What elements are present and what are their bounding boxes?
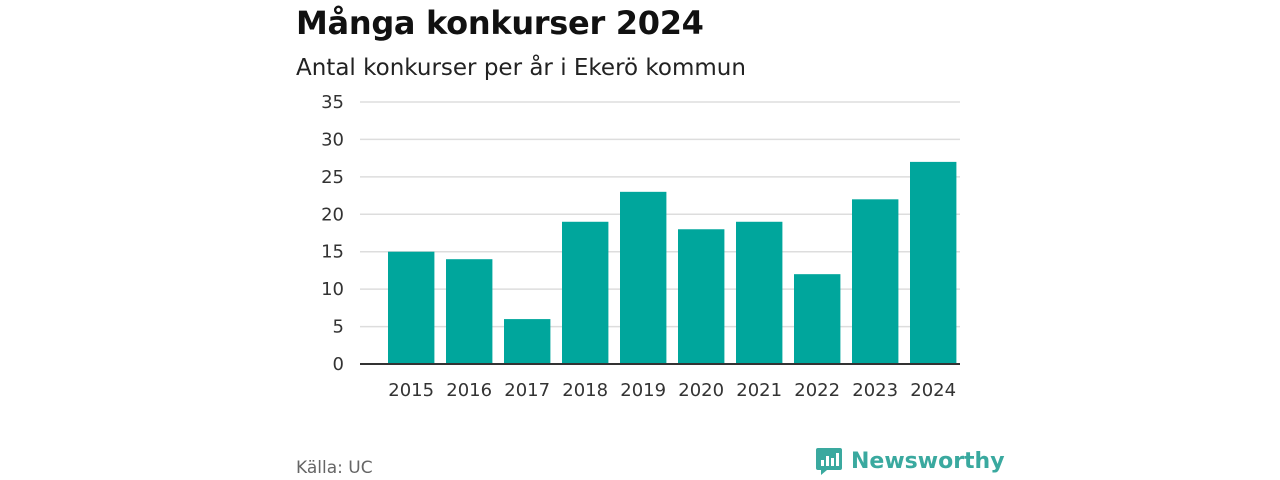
bar-2023 <box>852 199 899 364</box>
x-tick-label: 2016 <box>446 380 492 401</box>
bar-2019 <box>620 191 667 364</box>
y-tick-label: 20 <box>321 204 344 225</box>
y-tick-label: 30 <box>321 129 344 150</box>
bar-2018 <box>562 221 609 364</box>
x-tick-label: 2019 <box>620 380 666 401</box>
y-tick-label: 25 <box>321 167 344 188</box>
y-tick-label: 0 <box>333 354 344 375</box>
x-tick-label: 2020 <box>678 380 724 401</box>
y-axis-ticks: 0 5 10 15 20 25 30 35 <box>321 92 344 375</box>
x-tick-label: 2023 <box>852 380 898 401</box>
x-tick-label: 2021 <box>736 380 782 401</box>
x-axis-ticks: 2015 2016 2017 2018 2019 2020 2021 2022 2023 2024 <box>388 380 956 401</box>
bar-2022 <box>794 274 841 364</box>
x-tick-label: 2015 <box>388 380 434 401</box>
y-tick-label: 35 <box>321 92 344 113</box>
brand-name: Newsworthy <box>851 448 1005 474</box>
newsworthy-logo-icon <box>816 448 842 475</box>
y-tick-label: 5 <box>333 317 344 338</box>
bar-2017 <box>504 319 551 364</box>
x-tick-label: 2024 <box>910 380 956 401</box>
x-tick-label: 2018 <box>562 380 608 401</box>
bar-2021 <box>736 221 783 364</box>
bar-2024 <box>910 161 957 364</box>
chart-title: Många konkurser 2024 <box>296 4 704 42</box>
bar-2016 <box>446 259 493 364</box>
newsworthy-brand: Newsworthy <box>815 446 1005 476</box>
bar-2015 <box>388 251 435 364</box>
bars <box>388 161 957 364</box>
x-tick-label: 2017 <box>504 380 550 401</box>
y-tick-label: 10 <box>321 279 344 300</box>
bar-2020 <box>678 229 725 364</box>
y-tick-label: 15 <box>321 242 344 263</box>
x-tick-label: 2022 <box>794 380 840 401</box>
source-note: Källa: UC <box>296 458 373 478</box>
chart-subtitle: Antal konkurser per år i Ekerö kommun <box>296 55 746 81</box>
